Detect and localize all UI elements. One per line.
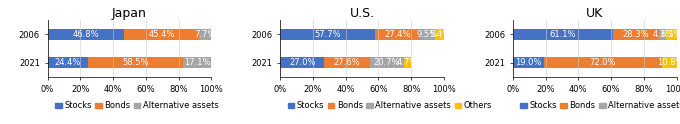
Text: 6.3%: 6.3% bbox=[661, 30, 680, 39]
Bar bbox=[666, 29, 677, 40]
Text: 46.8%: 46.8% bbox=[73, 30, 99, 39]
Bar bbox=[662, 57, 679, 68]
Text: 27.0%: 27.0% bbox=[289, 58, 316, 67]
Bar bbox=[280, 29, 375, 40]
Bar bbox=[324, 57, 370, 68]
Bar bbox=[544, 57, 662, 68]
Bar bbox=[48, 29, 124, 40]
Text: 17.1%: 17.1% bbox=[184, 58, 211, 67]
Bar bbox=[370, 57, 403, 68]
Bar bbox=[375, 29, 420, 40]
Bar bbox=[659, 29, 666, 40]
Bar bbox=[513, 29, 613, 40]
Text: 5.4%: 5.4% bbox=[429, 30, 450, 39]
Bar bbox=[435, 29, 444, 40]
Bar bbox=[48, 57, 88, 68]
Text: 72.0%: 72.0% bbox=[590, 58, 616, 67]
Text: 61.1%: 61.1% bbox=[549, 30, 576, 39]
Bar bbox=[613, 29, 659, 40]
Bar bbox=[184, 57, 211, 68]
Bar bbox=[88, 57, 184, 68]
Text: 58.5%: 58.5% bbox=[122, 58, 149, 67]
Bar bbox=[280, 57, 324, 68]
Legend: Stocks, Bonds, Alternative assets, Others: Stocks, Bonds, Alternative assets, Other… bbox=[517, 98, 680, 114]
Text: 10.8%: 10.8% bbox=[658, 58, 680, 67]
Text: 45.4%: 45.4% bbox=[148, 30, 175, 39]
Legend: Stocks, Bonds, Alternative assets: Stocks, Bonds, Alternative assets bbox=[52, 98, 222, 114]
Title: Japan: Japan bbox=[112, 7, 147, 20]
Bar bbox=[403, 57, 411, 68]
Text: 4.3%: 4.3% bbox=[652, 30, 673, 39]
Text: 20.7%: 20.7% bbox=[373, 58, 400, 67]
Bar bbox=[124, 29, 199, 40]
Text: 19.0%: 19.0% bbox=[515, 58, 541, 67]
Text: 9.5%: 9.5% bbox=[417, 30, 438, 39]
Bar bbox=[513, 57, 544, 68]
Title: U.S.: U.S. bbox=[350, 7, 375, 20]
Text: 4.7%: 4.7% bbox=[396, 58, 418, 67]
Text: 27.6%: 27.6% bbox=[334, 58, 360, 67]
Text: 24.4%: 24.4% bbox=[54, 58, 81, 67]
Text: 27.4%: 27.4% bbox=[384, 30, 411, 39]
Bar bbox=[420, 29, 435, 40]
Text: 7.7%: 7.7% bbox=[194, 30, 216, 39]
Title: UK: UK bbox=[586, 7, 603, 20]
Bar bbox=[199, 29, 211, 40]
Text: 28.3%: 28.3% bbox=[623, 30, 649, 39]
Text: 57.7%: 57.7% bbox=[314, 30, 341, 39]
Legend: Stocks, Bonds, Alternative assets, Others: Stocks, Bonds, Alternative assets, Other… bbox=[284, 98, 496, 114]
